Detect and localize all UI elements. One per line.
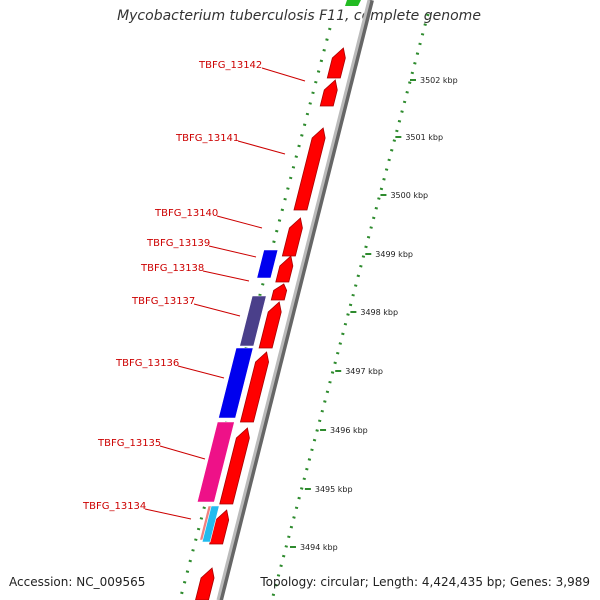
gene-leader-line [144, 508, 192, 520]
scale-label: 3501 kbp [405, 133, 443, 142]
forward-gene-arrow [195, 567, 215, 600]
gene-label: TBFG_13138 [140, 263, 204, 274]
gene-label: TBFG_13137 [131, 296, 195, 307]
topology-text: Topology: circular; Length: 4,424,435 bp… [260, 575, 590, 589]
gene-label: TBFG_13136 [115, 358, 179, 369]
forward-gene-arrow [345, 0, 361, 6]
gene-label: TBFG_13139 [146, 238, 210, 249]
scale-label: 3502 kbp [420, 76, 458, 85]
gene-leader-line [202, 270, 250, 282]
forward-gene-arrow [319, 79, 338, 107]
gene-leader-line [208, 245, 257, 258]
reverse-gene-block [239, 295, 267, 347]
forward-gene-arrow [293, 127, 326, 211]
gene-leader-line [261, 67, 306, 82]
map-title: Mycobacterium tuberculosis F11, complete… [117, 8, 481, 24]
backbone-shadow [217, 0, 374, 600]
forward-gene-arrow [239, 351, 270, 423]
scale-label: 3497 kbp [345, 367, 383, 376]
reverse-gene-block [256, 249, 279, 279]
outer-tick-ring [270, 13, 430, 600]
gene-label: TBFG_13141 [175, 133, 239, 144]
forward-gene-arrow [258, 301, 282, 349]
scale-label: 3495 kbp [315, 485, 353, 494]
gene-label: TBFG_13140 [154, 208, 218, 219]
forward-gene-arrow [270, 283, 288, 301]
scale-label: 3499 kbp [375, 250, 413, 259]
forward-gene-arrow [326, 47, 346, 79]
forward-gene-arrow [219, 427, 250, 505]
gene-leader-line [193, 303, 241, 317]
gene-leader-line [216, 215, 263, 229]
gene-leader-line [237, 140, 286, 155]
reverse-gene-block [218, 347, 254, 419]
forward-gene-arrow [281, 217, 303, 257]
gene-leader-line [159, 445, 206, 460]
scale-label: 3498 kbp [360, 308, 398, 317]
reverse-gene-block [196, 421, 235, 503]
gene-leader-line [177, 365, 225, 379]
backbone [216, 0, 371, 600]
scale-label: 3494 kbp [300, 543, 338, 552]
scale-label: 3500 kbp [390, 191, 428, 200]
reverse-gene-block [201, 505, 220, 543]
forward-gene-arrow [275, 255, 294, 283]
scale-label: 3496 kbp [330, 426, 368, 435]
accession-text: Accession: NC_009565 [9, 575, 146, 589]
gene-label: TBFG_13142 [198, 60, 262, 71]
gene-label: TBFG_13134 [82, 501, 146, 512]
gene-label: TBFG_13135 [97, 438, 161, 449]
